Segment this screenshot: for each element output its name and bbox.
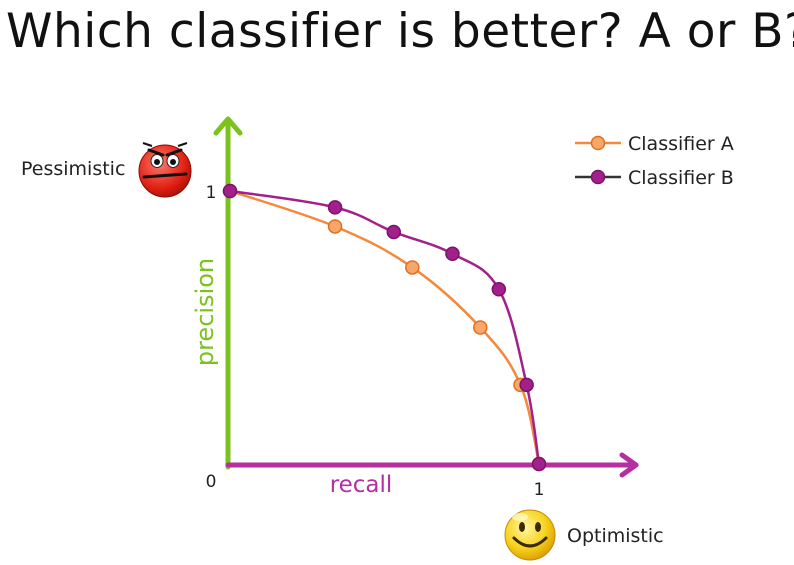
data-point	[222, 183, 238, 199]
data-point	[531, 456, 547, 472]
series-layer	[222, 183, 547, 472]
legend-label-a: Classifier A	[628, 133, 734, 155]
x-tick-1: 1	[534, 480, 545, 500]
data-point	[473, 320, 488, 335]
legend-item-b: Classifier B	[575, 167, 734, 189]
pessimistic-label: Pessimistic	[21, 158, 125, 180]
y-axis	[213, 116, 243, 470]
data-point	[386, 224, 402, 240]
legend-label-b: Classifier B	[628, 167, 734, 189]
series-line	[229, 189, 541, 465]
angry-face-icon	[138, 142, 192, 198]
data-point	[405, 260, 420, 275]
series-line	[229, 189, 541, 465]
data-point	[327, 200, 343, 215]
data-point	[327, 219, 343, 234]
legend: Classifier A Classifier B	[575, 133, 734, 189]
x-tick-0: 0	[206, 472, 217, 492]
x-axis-label: recall	[330, 472, 393, 498]
y-tick-1: 1	[206, 183, 217, 203]
legend-item-a: Classifier A	[575, 133, 734, 155]
y-axis-label: precision	[191, 258, 219, 366]
data-point	[519, 377, 534, 393]
slide-title: Which classifier is better? A or B?	[6, 4, 794, 59]
series-classifier-b	[222, 183, 547, 472]
data-point	[491, 282, 507, 297]
x-axis	[225, 452, 639, 478]
smiley-face-icon	[504, 509, 556, 561]
data-point	[445, 246, 460, 262]
optimistic-label: Optimistic	[567, 525, 664, 547]
